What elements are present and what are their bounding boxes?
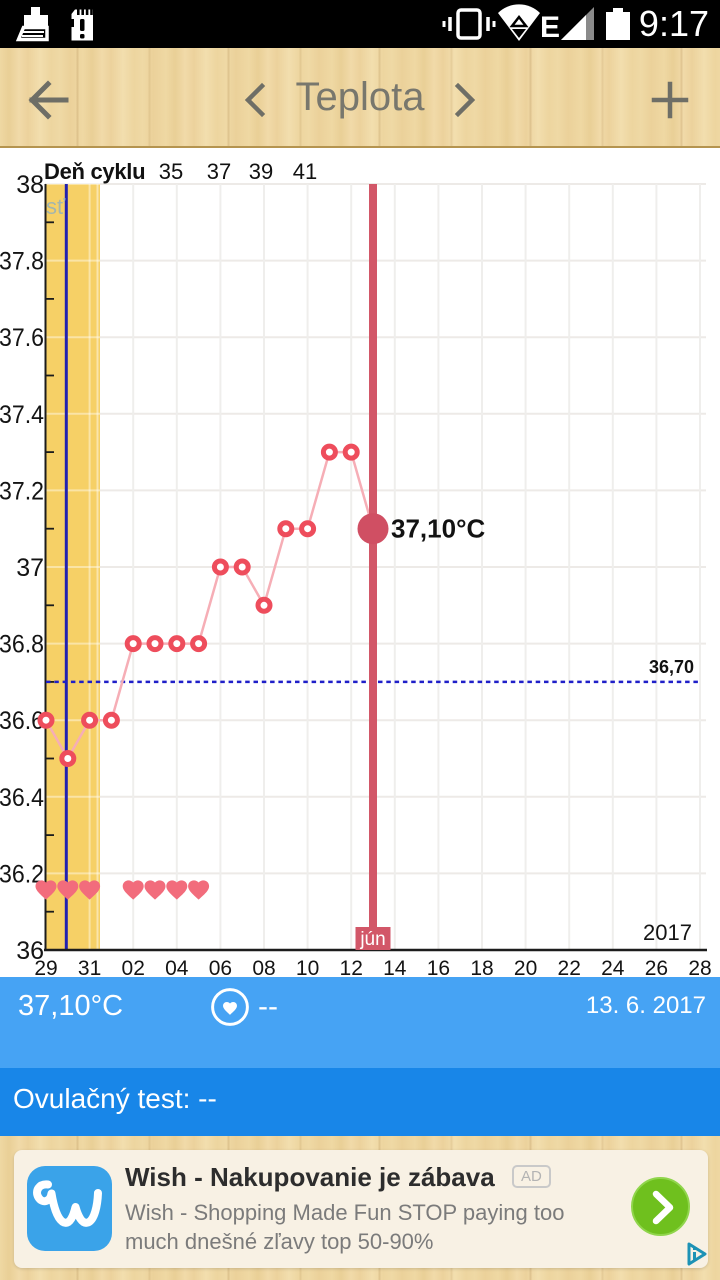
svg-text:jún: jún [359, 929, 385, 950]
svg-text:16: 16 [427, 957, 450, 977]
svg-text:12: 12 [340, 957, 363, 977]
svg-text:36.8: 36.8 [0, 631, 44, 659]
svg-text:37.6: 37.6 [0, 324, 44, 352]
svg-text:37: 37 [207, 159, 231, 184]
svg-text:20: 20 [514, 957, 537, 977]
svg-text:10: 10 [296, 957, 319, 977]
svg-text:36.6: 36.6 [0, 707, 44, 735]
svg-text:02: 02 [122, 957, 145, 977]
svg-text:2017: 2017 [643, 920, 692, 945]
svg-text:06: 06 [209, 957, 232, 977]
svg-text:26: 26 [645, 957, 668, 977]
svg-text:41: 41 [293, 159, 317, 184]
svg-text:18: 18 [470, 957, 493, 977]
svg-text:28: 28 [688, 957, 711, 977]
svg-text:36,70: 36,70 [649, 657, 694, 677]
svg-text:37: 37 [16, 554, 44, 582]
svg-text:Deň cyklu: Deň cyklu [44, 159, 145, 184]
svg-text:37.2: 37.2 [0, 477, 44, 505]
svg-text:36.4: 36.4 [0, 784, 44, 812]
svg-text:E: E [540, 11, 560, 44]
svg-text:sť: sť [46, 194, 66, 219]
svg-text:29: 29 [34, 957, 57, 977]
svg-text:35: 35 [159, 159, 183, 184]
svg-text:14: 14 [383, 957, 407, 977]
svg-text:37,10°C: 37,10°C [391, 514, 485, 544]
svg-text:37.4: 37.4 [0, 401, 44, 429]
svg-text:38: 38 [16, 171, 44, 199]
svg-text:24: 24 [601, 957, 625, 977]
svg-text:22: 22 [558, 957, 581, 977]
svg-text:31: 31 [78, 957, 101, 977]
svg-text:39: 39 [249, 159, 273, 184]
svg-text:04: 04 [165, 957, 189, 977]
svg-text:37.8: 37.8 [0, 248, 44, 276]
svg-text:36: 36 [16, 937, 44, 965]
svg-text:08: 08 [252, 957, 275, 977]
